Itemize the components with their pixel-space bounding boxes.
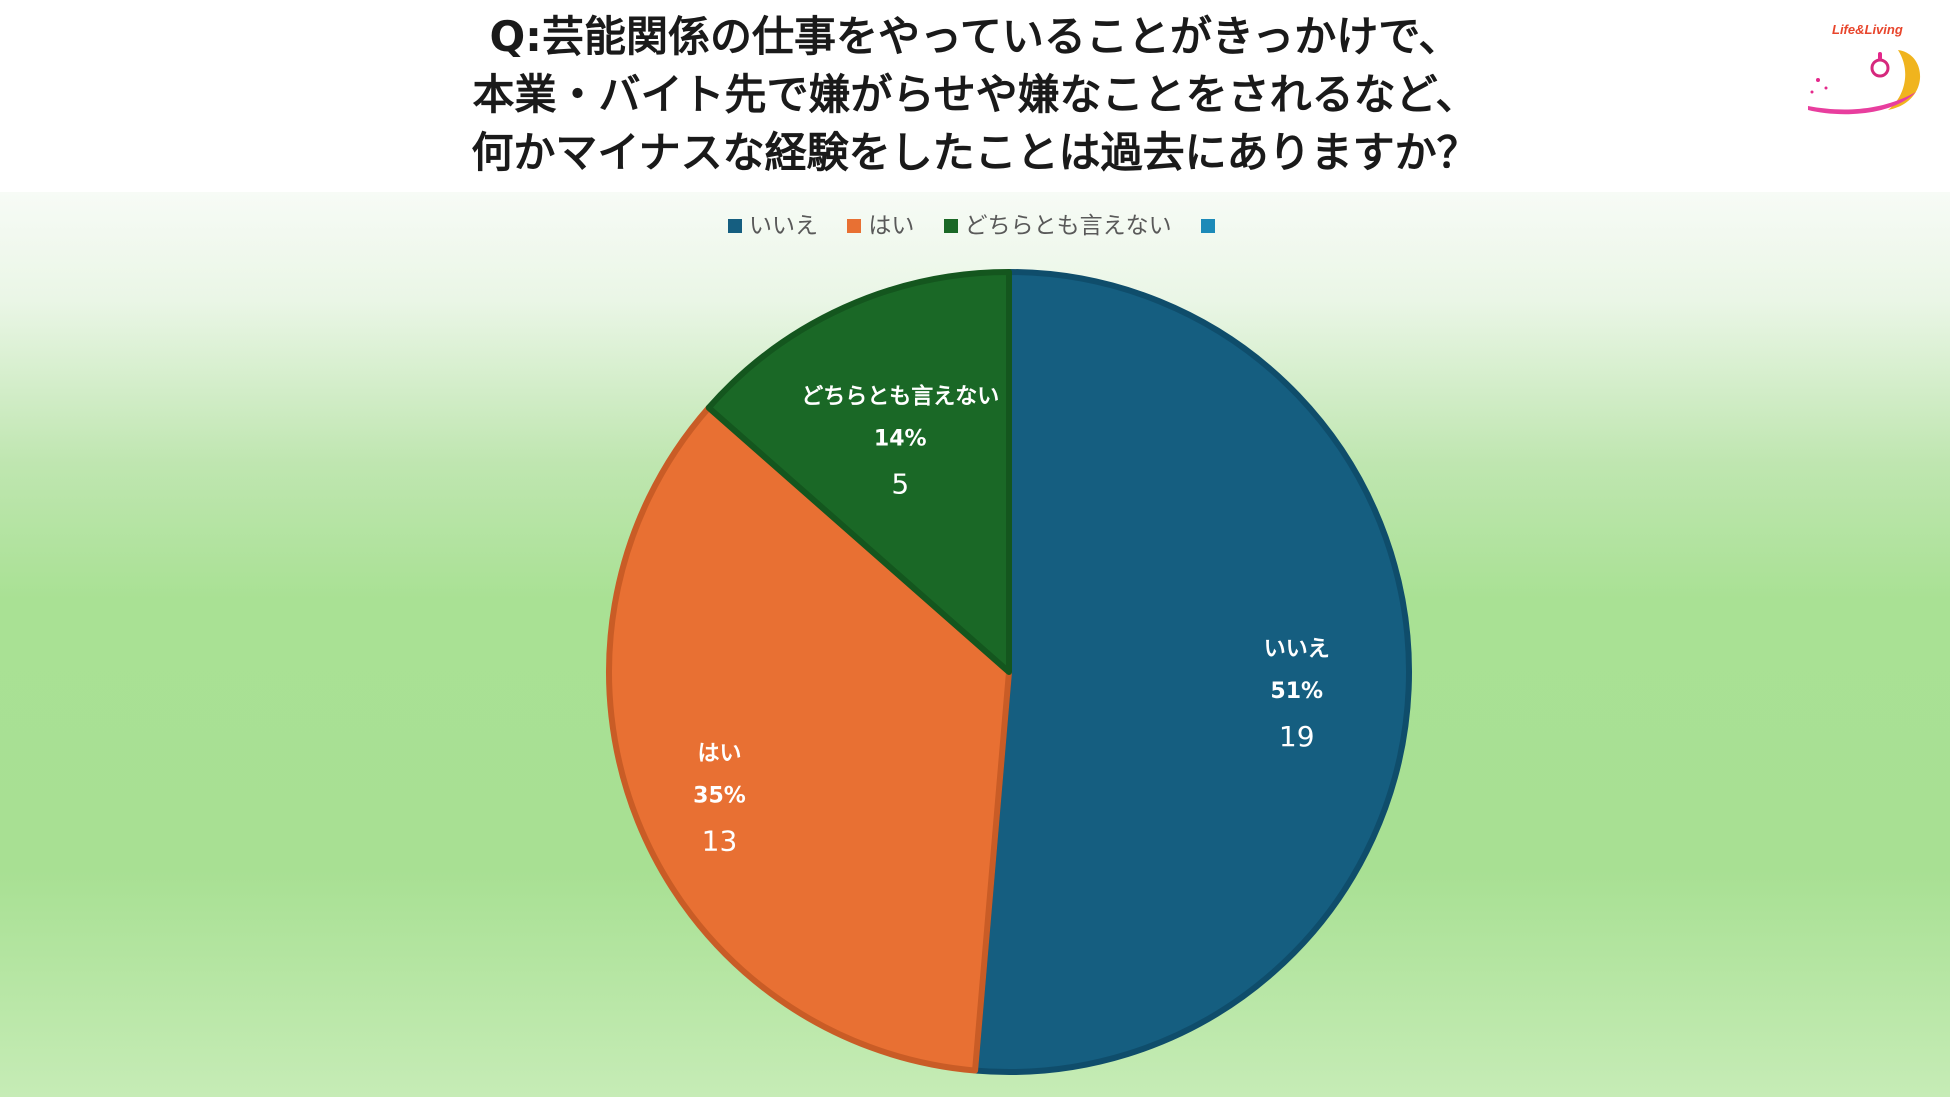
slice-percent-dochira: 14% xyxy=(874,426,927,451)
legend-item-hai: はい xyxy=(847,206,914,240)
legend-label-dochira: どちらとも言えない xyxy=(964,213,1172,239)
pie-slice-dochira xyxy=(705,269,1012,675)
legend-item-extra xyxy=(1200,213,1222,239)
title-line-1: Q:芸能関係の仕事をやっていることがきっかけで、 xyxy=(489,12,1461,61)
slice-percent-hai: 35% xyxy=(693,783,746,808)
logo-graphic: Life&Living xyxy=(1808,22,1921,115)
pie-slice-iie xyxy=(972,269,1412,1075)
title-line-2: 本業・バイト先で嫌がらせや嫌なことをされるなど、 xyxy=(472,70,1478,119)
logo-sparkle xyxy=(1810,90,1814,94)
slice-percent-iie: 51% xyxy=(1270,679,1323,704)
logo-sparkle xyxy=(1816,78,1820,82)
slice-label-hai: はい xyxy=(697,741,741,766)
title-line-3: 何かマイナスな経験をしたことは過去にありますか？ xyxy=(471,128,1479,177)
logo-swoosh xyxy=(1808,92,1916,115)
slice-label-iie: いいえ xyxy=(1264,637,1330,662)
slice-value-dochira: 5 xyxy=(891,467,909,500)
legend-item-iie: いいえ xyxy=(728,206,818,240)
pie-slice-hai xyxy=(606,404,1012,1074)
chart-title: Q:芸能関係の仕事をやっていることがきっかけで、 本業・バイト先で嫌がらせや嫌な… xyxy=(0,8,1950,182)
legend-item-dochira: どちらとも言えない xyxy=(943,206,1172,240)
logo-dot xyxy=(1878,52,1882,60)
legend-swatch-dochira xyxy=(943,219,958,233)
life-living-logo: Life&Living xyxy=(1800,14,1940,124)
logo-sparkle xyxy=(1824,86,1828,90)
legend-swatch-iie xyxy=(728,219,743,233)
slice-value-iie: 19 xyxy=(1279,720,1315,753)
slice-label-dochira: どちらとも言えない xyxy=(801,383,999,409)
legend-label-hai: はい xyxy=(868,213,915,239)
legend-swatch-extra xyxy=(1200,219,1215,233)
legend-label-iie: いいえ xyxy=(749,213,819,239)
legend: いいえ はい どちらとも言えない xyxy=(0,206,1950,240)
legend-swatch-hai xyxy=(847,219,862,233)
logo-text: Life&Living xyxy=(1832,22,1903,37)
slice-value-hai: 13 xyxy=(702,824,738,857)
